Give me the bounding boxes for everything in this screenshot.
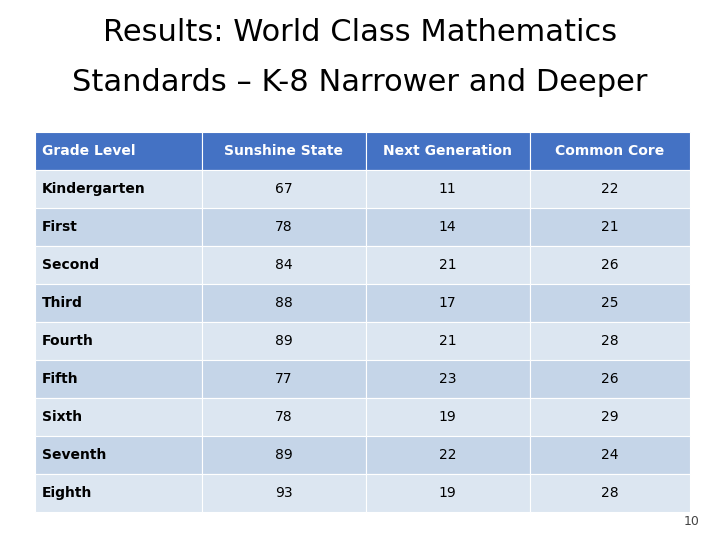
Bar (202, 322, 366, 360)
Bar (366, 322, 529, 360)
Bar (202, 170, 366, 208)
Text: 26: 26 (601, 372, 618, 386)
Text: 19: 19 (438, 410, 456, 424)
Text: Results: World Class Mathematics: Results: World Class Mathematics (103, 18, 617, 47)
Bar (366, 284, 529, 322)
Bar (529, 398, 690, 436)
Bar (529, 208, 690, 246)
Text: Third: Third (42, 296, 83, 310)
Bar (529, 170, 690, 208)
Bar (529, 322, 690, 360)
Text: First: First (42, 220, 78, 234)
Text: 67: 67 (275, 182, 293, 196)
Bar (366, 208, 529, 246)
Text: 10: 10 (684, 515, 700, 528)
Bar (35, 360, 202, 398)
Bar (202, 360, 366, 398)
Bar (202, 398, 366, 436)
Bar (529, 246, 690, 284)
Text: Common Core: Common Core (555, 144, 665, 158)
Text: 14: 14 (438, 220, 456, 234)
Text: 26: 26 (601, 258, 618, 272)
Text: 78: 78 (275, 410, 293, 424)
Text: Fourth: Fourth (42, 334, 94, 348)
Text: 21: 21 (438, 334, 456, 348)
Text: 21: 21 (601, 220, 618, 234)
Bar (202, 132, 366, 170)
Text: 89: 89 (275, 448, 293, 462)
Bar (529, 132, 690, 170)
Text: 89: 89 (275, 334, 293, 348)
Text: Seventh: Seventh (42, 448, 107, 462)
Bar (529, 360, 690, 398)
Text: 28: 28 (601, 486, 618, 500)
Bar (35, 436, 202, 474)
Bar (202, 208, 366, 246)
Bar (202, 436, 366, 474)
Bar (366, 246, 529, 284)
Bar (202, 246, 366, 284)
Bar (35, 208, 202, 246)
Text: Kindergarten: Kindergarten (42, 182, 145, 196)
Text: Grade Level: Grade Level (42, 144, 135, 158)
Bar (35, 474, 202, 512)
Text: 22: 22 (439, 448, 456, 462)
Text: 78: 78 (275, 220, 293, 234)
Bar (35, 170, 202, 208)
Bar (35, 246, 202, 284)
Text: 21: 21 (438, 258, 456, 272)
Bar (35, 398, 202, 436)
Text: Sixth: Sixth (42, 410, 82, 424)
Text: 93: 93 (275, 486, 293, 500)
Text: Standards – K-8 Narrower and Deeper: Standards – K-8 Narrower and Deeper (72, 68, 648, 97)
Bar (366, 398, 529, 436)
Text: 24: 24 (601, 448, 618, 462)
Bar (366, 474, 529, 512)
Bar (202, 284, 366, 322)
Text: 88: 88 (275, 296, 293, 310)
Text: 29: 29 (601, 410, 618, 424)
Bar (35, 284, 202, 322)
Bar (202, 474, 366, 512)
Text: 84: 84 (275, 258, 293, 272)
Text: 22: 22 (601, 182, 618, 196)
Text: 23: 23 (439, 372, 456, 386)
Text: Next Generation: Next Generation (383, 144, 512, 158)
Bar (366, 132, 529, 170)
Text: 25: 25 (601, 296, 618, 310)
Bar (366, 170, 529, 208)
Text: 11: 11 (438, 182, 456, 196)
Bar (366, 436, 529, 474)
Bar (35, 322, 202, 360)
Text: Eighth: Eighth (42, 486, 92, 500)
Bar (366, 360, 529, 398)
Text: 77: 77 (275, 372, 292, 386)
Text: Second: Second (42, 258, 99, 272)
Text: 28: 28 (601, 334, 618, 348)
Bar (529, 474, 690, 512)
Text: 17: 17 (438, 296, 456, 310)
Text: Fifth: Fifth (42, 372, 78, 386)
Bar (35, 132, 202, 170)
Text: Sunshine State: Sunshine State (225, 144, 343, 158)
Bar (529, 436, 690, 474)
Bar (529, 284, 690, 322)
Text: 19: 19 (438, 486, 456, 500)
